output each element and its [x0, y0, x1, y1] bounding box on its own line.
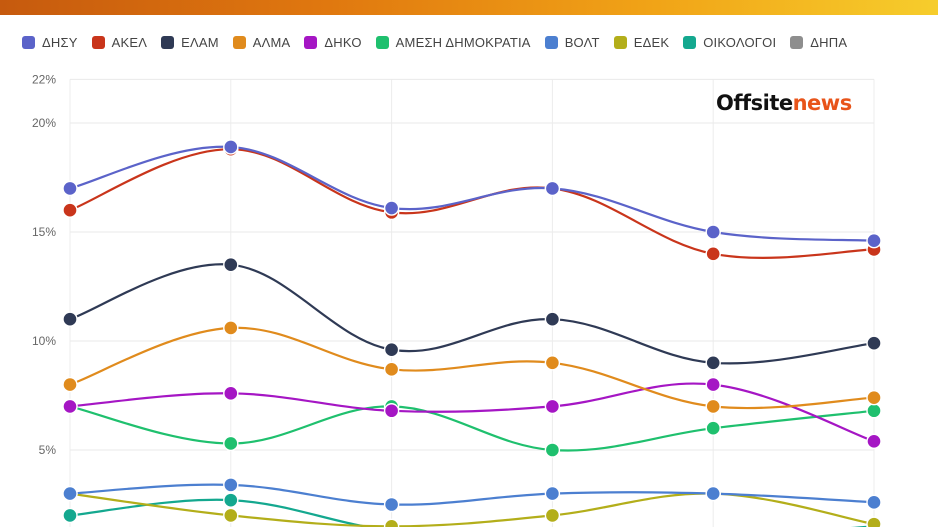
legend-swatch — [544, 35, 558, 49]
series-line-0 — [69, 145, 875, 242]
logo-text-offsite: Offsite — [716, 91, 793, 115]
data-point-s3-0[interactable] — [62, 376, 78, 393]
y-tick-labels: 5% 10% 15% 20% 22% — [32, 72, 56, 457]
legend-item[interactable]: ΔΗΠΑ — [790, 35, 847, 50]
data-point-s7-1[interactable] — [223, 507, 239, 524]
data-point-s0-4[interactable] — [705, 224, 721, 240]
data-point-s6-0[interactable] — [62, 485, 78, 502]
legend-item[interactable]: ΑΛΜΑ — [232, 34, 291, 50]
legend-label: ΑΛΜΑ — [252, 34, 291, 50]
legend-item[interactable]: ΟΙΚΟΛΟΓΟΙ — [683, 35, 776, 50]
data-point-s5-1[interactable] — [223, 435, 239, 452]
legend-item[interactable]: ΕΔΕΚ — [613, 34, 670, 50]
legend-item[interactable]: ΑΜΕΣΗ ΔΗΜΟΚΡΑΤΙΑ — [375, 34, 531, 50]
legend-label: ΟΙΚΟΛΟΓΟΙ — [703, 34, 777, 50]
data-point-s5-5[interactable] — [866, 403, 882, 419]
data-point-s7-3[interactable] — [544, 507, 561, 524]
legend-label: ΑΜΕΣΗ ΔΗΜΟΚΡΑΤΙΑ — [395, 34, 531, 50]
y-tick-label: 15% — [32, 225, 56, 239]
data-point-s6-2[interactable] — [383, 496, 400, 513]
legend-label: ΒΟΛΤ — [564, 34, 600, 50]
data-point-s8-1[interactable] — [223, 492, 239, 508]
data-point-s3-3[interactable] — [544, 355, 561, 371]
legend-item[interactable]: ΔΗΚΟ — [304, 35, 361, 50]
legend-item[interactable]: ΔΗΣΥ — [22, 35, 78, 50]
series-line-5 — [69, 405, 875, 452]
data-point-s2-4[interactable] — [705, 355, 721, 371]
y-tick-label: 22% — [32, 72, 56, 86]
legend-label: ΕΛΑΜ — [181, 34, 219, 50]
legend-swatch — [375, 35, 389, 49]
data-point-s4-0[interactable] — [62, 398, 78, 415]
data-point-s6-4[interactable] — [705, 485, 721, 502]
data-point-s4-1[interactable] — [223, 385, 239, 402]
logo-text-news: news — [792, 91, 853, 115]
data-point-s4-2[interactable] — [383, 403, 400, 419]
data-point-s3-4[interactable] — [705, 398, 721, 415]
legend-label: ΔΗΚΟ — [324, 34, 362, 50]
series-line-2 — [69, 263, 875, 365]
series-points — [62, 139, 882, 527]
data-point-s4-5[interactable] — [866, 433, 882, 449]
data-point-s6-3[interactable] — [544, 485, 561, 502]
legend-swatch — [683, 35, 697, 49]
data-point-s4-4[interactable] — [705, 376, 721, 393]
legend-swatch — [22, 35, 35, 49]
data-point-s0-2[interactable] — [383, 200, 400, 216]
data-point-s4-3[interactable] — [544, 398, 561, 415]
legend-swatch — [232, 35, 246, 49]
data-point-s2-3[interactable] — [544, 311, 561, 327]
data-point-s2-5[interactable] — [866, 335, 882, 351]
series-line-4 — [69, 382, 875, 443]
data-point-s2-0[interactable] — [62, 311, 78, 327]
data-point-s3-2[interactable] — [383, 361, 400, 378]
data-point-s0-0[interactable] — [62, 180, 78, 197]
series-lines — [69, 145, 875, 527]
data-point-s6-5[interactable] — [866, 494, 882, 511]
data-point-s7-5[interactable] — [866, 516, 882, 527]
offsite-news-logo: Offsitenews — [716, 91, 852, 115]
data-point-s3-1[interactable] — [223, 320, 239, 336]
legend-label: ΔΗΣΥ — [42, 34, 78, 50]
grid-layer — [69, 78, 875, 527]
legend-label: ΕΔΕΚ — [633, 34, 670, 50]
legend-swatch — [790, 35, 804, 49]
series-line-6 — [69, 483, 875, 506]
data-point-s2-1[interactable] — [223, 257, 239, 273]
y-tick-label: 20% — [32, 116, 56, 130]
data-point-s0-3[interactable] — [544, 180, 561, 197]
top-accent-bar — [0, 0, 938, 15]
legend-swatch — [613, 35, 627, 49]
legend-label: ΔΗΠΑ — [810, 34, 848, 50]
data-point-s3-5[interactable] — [866, 389, 882, 406]
legend-item[interactable]: ΕΛΑΜ — [161, 35, 219, 50]
data-point-s1-0[interactable] — [62, 202, 78, 218]
y-tick-label: 10% — [32, 334, 56, 348]
legend-swatch — [161, 35, 175, 49]
data-point-s0-1[interactable] — [223, 139, 239, 155]
data-point-s8-0[interactable] — [62, 507, 78, 524]
data-point-s0-5[interactable] — [866, 233, 882, 249]
data-point-s2-2[interactable] — [383, 342, 400, 358]
data-point-s1-4[interactable] — [705, 246, 721, 262]
data-point-s6-1[interactable] — [223, 477, 239, 493]
series-line-1 — [69, 148, 875, 259]
legend-item[interactable]: ΑΚΕΛ — [91, 34, 148, 50]
legend-label: ΑΚΕΛ — [111, 34, 148, 50]
data-point-s7-2[interactable] — [383, 518, 400, 527]
series-line-8 — [69, 498, 875, 527]
chart-legend: ΔΗΣΥ ΑΚΕΛ ΕΛΑΜ ΑΛΜΑ ΔΗΚΟ ΑΜΕΣΗ ΔΗΜΟΚΡΑΤΙΑ ΒΟΛΤ… — [22, 31, 922, 53]
data-point-s5-3[interactable] — [544, 442, 561, 458]
y-tick-label: 5% — [39, 443, 57, 457]
legend-swatch — [304, 35, 318, 49]
series-line-7 — [69, 492, 875, 527]
series-line-3 — [69, 326, 875, 410]
data-point-s5-4[interactable] — [705, 420, 721, 436]
legend-item[interactable]: ΒΟΛΤ — [544, 34, 600, 50]
legend-swatch — [91, 35, 105, 49]
